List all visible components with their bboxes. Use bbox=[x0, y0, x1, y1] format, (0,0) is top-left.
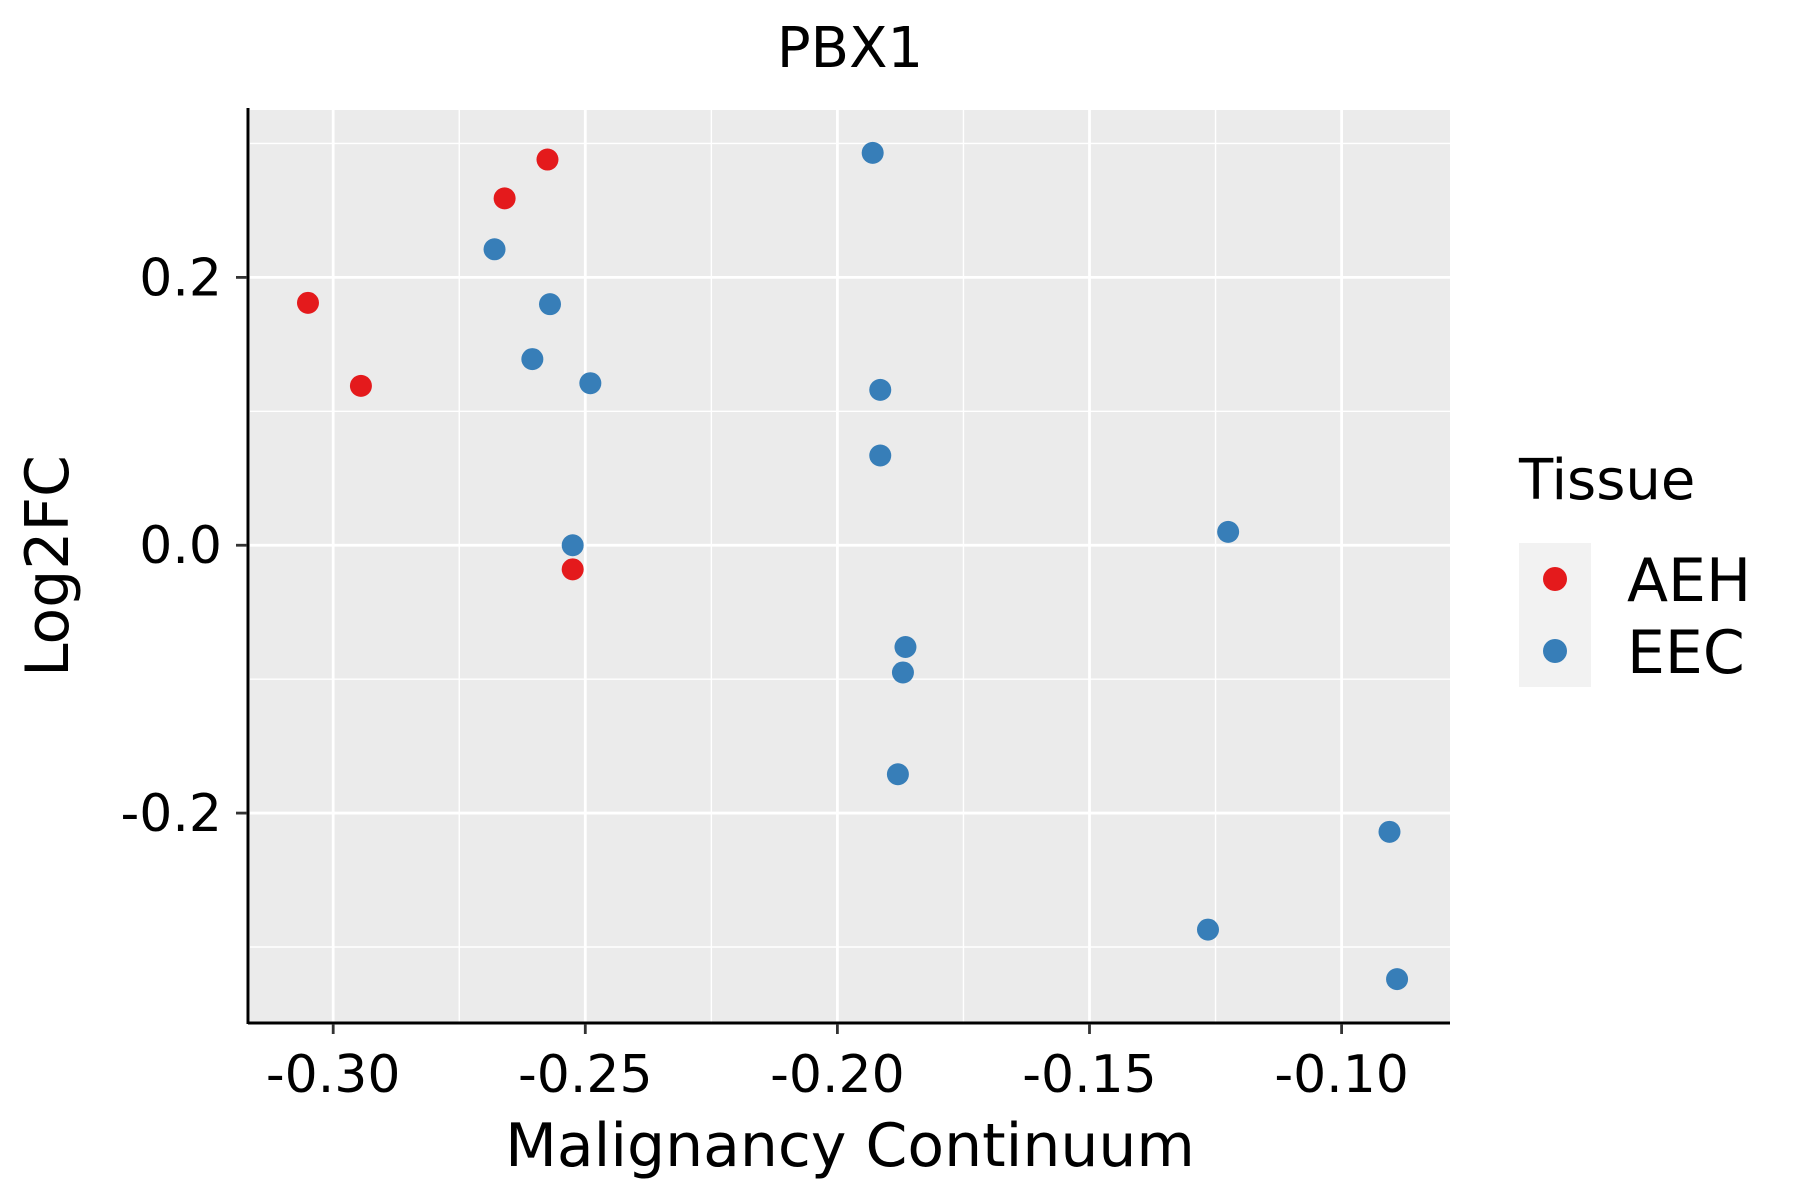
y-axis-title: Log2FC bbox=[13, 455, 83, 677]
data-point-eec bbox=[1378, 820, 1401, 843]
data-point-aeh bbox=[349, 374, 372, 397]
legend-title: Tissue bbox=[1518, 448, 1695, 513]
y-axis-ticks: -0.2 0.0 0.2 bbox=[121, 248, 247, 844]
data-point-eec bbox=[561, 534, 584, 557]
x-tick-label: -0.15 bbox=[1022, 1045, 1157, 1105]
data-point-aeh bbox=[561, 558, 584, 581]
data-point-aeh bbox=[536, 148, 559, 171]
x-tick-label: -0.25 bbox=[518, 1045, 653, 1105]
y-tick-label: 0.0 bbox=[139, 516, 222, 576]
data-point-eec bbox=[869, 444, 892, 467]
data-point-eec bbox=[521, 348, 544, 371]
plot-panel bbox=[250, 110, 1450, 1022]
legend-key-aeh bbox=[1543, 567, 1567, 591]
minor-grid bbox=[250, 110, 1450, 1022]
chart-title: PBX1 bbox=[777, 16, 923, 81]
y-tick-label: 0.2 bbox=[139, 248, 222, 308]
legend-label-aeh: AEH bbox=[1627, 546, 1751, 616]
data-point-eec bbox=[1196, 918, 1219, 941]
legend-label-eec: EEC bbox=[1627, 618, 1745, 688]
data-point-eec bbox=[483, 238, 506, 261]
data-point-eec bbox=[861, 141, 884, 164]
x-axis-title: Malignancy Continuum bbox=[505, 1111, 1195, 1181]
legend: Tissue AEH EEC bbox=[1518, 448, 1751, 688]
data-points bbox=[296, 141, 1409, 991]
major-grid bbox=[250, 110, 1450, 1022]
data-point-aeh bbox=[296, 291, 319, 314]
data-point-eec bbox=[869, 378, 892, 401]
data-point-aeh bbox=[493, 187, 516, 210]
x-axis-ticks: -0.30 -0.25 -0.20 -0.15 -0.10 bbox=[266, 1024, 1409, 1105]
legend-key-eec bbox=[1543, 639, 1567, 663]
data-point-eec bbox=[579, 372, 602, 395]
legend-key-box bbox=[1519, 543, 1591, 687]
data-point-eec bbox=[886, 763, 909, 786]
x-tick-label: -0.30 bbox=[266, 1045, 401, 1105]
data-point-eec bbox=[894, 636, 917, 659]
x-tick-label: -0.20 bbox=[770, 1045, 905, 1105]
data-point-eec bbox=[1386, 968, 1409, 991]
data-point-eec bbox=[1217, 520, 1240, 543]
y-tick-label: -0.2 bbox=[121, 784, 222, 844]
data-point-eec bbox=[891, 661, 914, 684]
x-tick-label: -0.10 bbox=[1274, 1045, 1409, 1105]
data-point-eec bbox=[539, 293, 561, 316]
